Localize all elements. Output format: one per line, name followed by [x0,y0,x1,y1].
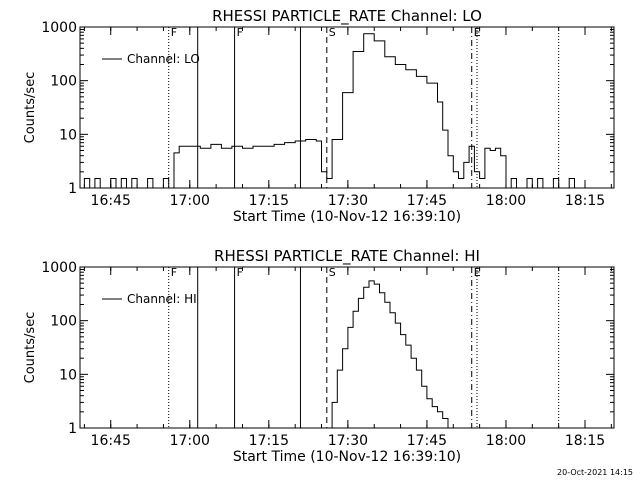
chart-2: RHESSI PARTICLE_RATE Channel: HI Start Ti… [23,247,615,465]
chart-1-event-marker-label: E [474,26,481,39]
chart-2-x-tick-label: 17:45 [407,433,447,449]
chart-1-y-tick-label: 10 [59,127,77,143]
chart-1-legend-label: Channel: LO [127,52,200,66]
chart-1-event-marker-label: F [237,26,243,39]
chart-1-x-tick-label: 17:30 [328,193,368,209]
chart-2-y-tick-label: 1 [68,421,77,437]
chart-2-x-tick-label: 17:15 [249,433,289,449]
chart-2-event-marker-label: S [329,266,336,279]
chart-1-x-axis-label: Start Time (10-Nov-12 16:39:10) [233,209,461,225]
chart-1-y-tick-label: 1000 [41,20,77,36]
chart-2-x-tick-label: 17:00 [170,433,210,449]
chart-2-y-tick-label: 10 [59,367,77,383]
chart-2-series-line [326,280,449,429]
chart-2-x-tick-label: 16:45 [91,433,131,449]
chart-2-title: RHESSI PARTICLE_RATE Channel: HI [214,247,480,266]
chart-1-x-tick-label: 17:45 [407,193,447,209]
chart-2-plot-frame [79,266,615,429]
chart-1-x-tick-label: 18:15 [565,193,605,209]
chart-1-x-tick-label: 17:00 [170,193,210,209]
chart-2-event-marker-label: F [171,266,177,279]
chart-2-x-tick-label: 18:00 [486,433,526,449]
chart-1: RHESSI PARTICLE_RATE Channel: LO Start Ti… [23,7,615,225]
chart-1-x-tick-label: 17:15 [249,193,289,209]
chart-2-x-tick-label: 18:15 [565,433,605,449]
chart-2-legend-label: Channel: HI [127,292,197,306]
chart-1-x-tick-label: 16:45 [91,193,131,209]
chart-1-y-axis-label: Counts/sec [23,72,38,144]
chart-2-y-tick-label: 100 [50,314,77,330]
chart-1-series-line [80,33,575,189]
chart-2-event-marker-label: E [474,266,481,279]
chart-1-y-tick-label: 100 [50,74,77,90]
chart-2-y-tick-label: 1000 [41,260,77,276]
chart-2-event-marker-label: F [237,266,243,279]
chart-1-event-marker-label: S [329,26,336,39]
footer-timestamp: 20-Oct-2021 14:15 [557,468,633,477]
chart-2-y-axis-label: Counts/sec [23,312,38,384]
chart-1-plot-frame [79,26,615,189]
chart-2-x-axis-label: Start Time (10-Nov-12 16:39:10) [233,449,461,465]
chart-1-x-tick-label: 18:00 [486,193,526,209]
chart-1-y-tick-label: 1 [68,181,77,197]
chart-1-event-marker-label: F [171,26,177,39]
chart-1-title: RHESSI PARTICLE_RATE Channel: LO [212,7,482,26]
chart-2-x-tick-label: 17:30 [328,433,368,449]
